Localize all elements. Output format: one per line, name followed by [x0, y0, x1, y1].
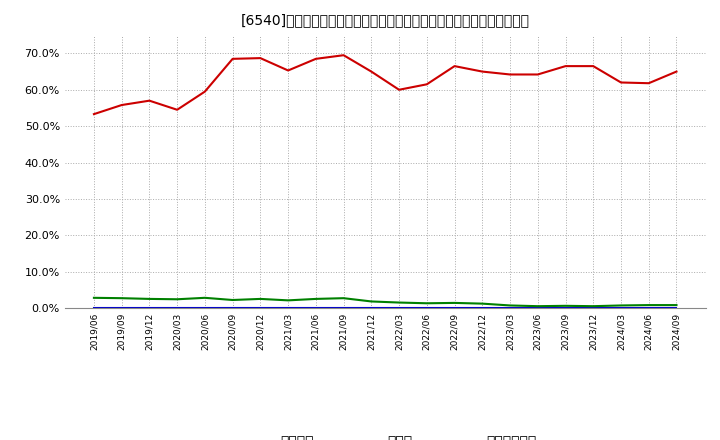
のれん [589, 305, 598, 311]
繰延税金資産 [505, 303, 514, 308]
自己資本 [173, 107, 181, 112]
のれん [616, 305, 625, 311]
のれん [644, 305, 653, 311]
繰延税金資産 [256, 296, 265, 301]
自己資本 [256, 55, 265, 61]
のれん [284, 305, 292, 311]
繰延税金資産 [395, 300, 403, 305]
繰延税金資産 [450, 300, 459, 305]
自己資本 [312, 56, 320, 62]
繰延税金資産 [561, 303, 570, 308]
のれん [505, 305, 514, 311]
のれん [672, 305, 681, 311]
のれん [339, 305, 348, 311]
繰延税金資産 [228, 297, 237, 303]
のれん [561, 305, 570, 311]
自己資本 [505, 72, 514, 77]
自己資本 [89, 111, 98, 117]
自己資本 [478, 69, 487, 74]
のれん [145, 305, 154, 311]
自己資本 [644, 81, 653, 86]
繰延税金資産 [312, 296, 320, 301]
のれん [423, 305, 431, 311]
繰延税金資産 [478, 301, 487, 306]
自己資本 [201, 89, 210, 94]
のれん [450, 305, 459, 311]
のれん [534, 305, 542, 311]
繰延税金資産 [367, 299, 376, 304]
繰延税金資産 [89, 295, 98, 301]
繰延税金資産 [534, 304, 542, 309]
自己資本 [284, 68, 292, 73]
のれん [312, 305, 320, 311]
自己資本 [228, 56, 237, 62]
自己資本 [423, 82, 431, 87]
繰延税金資産 [201, 295, 210, 301]
繰延税金資産 [173, 297, 181, 302]
Line: 繰延税金資産: 繰延税金資産 [94, 298, 677, 306]
自己資本 [339, 52, 348, 58]
Line: 自己資本: 自己資本 [94, 55, 677, 114]
自己資本 [145, 98, 154, 103]
のれん [89, 305, 98, 311]
自己資本 [561, 63, 570, 69]
自己資本 [534, 72, 542, 77]
自己資本 [395, 87, 403, 92]
自己資本 [672, 69, 681, 74]
Title: [6540]　自己資本、のれん、繰延税金資産の総資産に対する比率の推移: [6540] 自己資本、のれん、繰延税金資産の総資産に対する比率の推移 [240, 13, 530, 27]
繰延税金資産 [644, 302, 653, 308]
繰延税金資産 [145, 296, 154, 301]
自己資本 [589, 63, 598, 69]
繰延税金資産 [589, 304, 598, 309]
自己資本 [450, 63, 459, 69]
繰延税金資産 [672, 302, 681, 308]
繰延税金資産 [117, 296, 126, 301]
自己資本 [367, 69, 376, 74]
のれん [367, 305, 376, 311]
のれん [256, 305, 265, 311]
Legend: 自己資本, のれん, 繰延税金資産: 自己資本, のれん, 繰延税金資産 [229, 429, 541, 440]
のれん [228, 305, 237, 311]
繰延税金資産 [616, 303, 625, 308]
のれん [117, 305, 126, 311]
のれん [173, 305, 181, 311]
繰延税金資産 [339, 296, 348, 301]
のれん [201, 305, 210, 311]
のれん [478, 305, 487, 311]
繰延税金資産 [284, 298, 292, 303]
自己資本 [616, 80, 625, 85]
自己資本 [117, 103, 126, 108]
繰延税金資産 [423, 301, 431, 306]
のれん [395, 305, 403, 311]
